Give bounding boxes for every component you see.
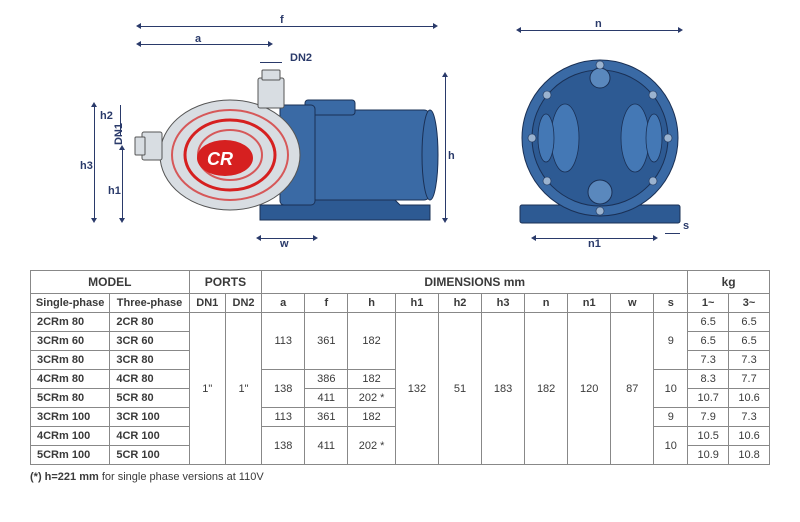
- front-view-drawing: n n1 s: [500, 20, 700, 250]
- side-view-svg: CR: [80, 20, 460, 250]
- th-kg: kg: [688, 271, 770, 294]
- dim-h3: h3: [80, 160, 93, 172]
- table-body: 2CRm 80 2CR 80 1" 1" 113 361 182 132 51 …: [31, 313, 770, 465]
- side-view-drawing: CR f a DN2 DN1 h2: [80, 20, 460, 250]
- th-f: f: [305, 294, 348, 313]
- th-kg3: 3~: [729, 294, 770, 313]
- th-h2: h2: [438, 294, 481, 313]
- dim-h2: h2: [100, 110, 113, 122]
- th-h3: h3: [482, 294, 525, 313]
- dim-n: n: [595, 18, 602, 30]
- table-row: 2CRm 80 2CR 80 1" 1" 113 361 182 132 51 …: [31, 313, 770, 332]
- th-dn2: DN2: [225, 294, 261, 313]
- th-dn1: DN1: [189, 294, 225, 313]
- dimensions-table: MODEL PORTS DIMENSIONS mm kg Single-phas…: [30, 270, 770, 465]
- dim-dn2: DN2: [290, 52, 312, 64]
- th-kg1: 1~: [688, 294, 729, 313]
- dim-n1: n1: [588, 238, 601, 250]
- footnote: (*) h=221 mm for single phase versions a…: [30, 471, 770, 483]
- page: CR f a DN2 DN1 h2: [0, 0, 800, 493]
- dim-dn1: DN1: [113, 123, 125, 145]
- th-h: h: [348, 294, 396, 313]
- th-w: w: [611, 294, 654, 313]
- dim-h: h: [448, 150, 455, 162]
- th-h1: h1: [395, 294, 438, 313]
- th-s: s: [654, 294, 688, 313]
- dim-h1: h1: [108, 185, 121, 197]
- th-a: a: [262, 294, 305, 313]
- dim-s: s: [683, 220, 689, 232]
- dim-a: a: [195, 33, 201, 45]
- logo-text: CR: [207, 149, 233, 169]
- th-model: MODEL: [31, 271, 190, 294]
- cell-dn2: 1": [225, 313, 261, 465]
- technical-drawings: CR f a DN2 DN1 h2: [30, 20, 770, 250]
- cell-dn1: 1": [189, 313, 225, 465]
- dim-w: w: [280, 238, 289, 250]
- dim-f: f: [280, 14, 284, 26]
- th-single: Single-phase: [31, 294, 110, 313]
- th-three: Three-phase: [110, 294, 189, 313]
- th-dimensions: DIMENSIONS mm: [262, 271, 688, 294]
- th-ports: PORTS: [189, 271, 262, 294]
- front-view-svg: [500, 20, 700, 250]
- th-n: n: [525, 294, 568, 313]
- th-n1: n1: [568, 294, 611, 313]
